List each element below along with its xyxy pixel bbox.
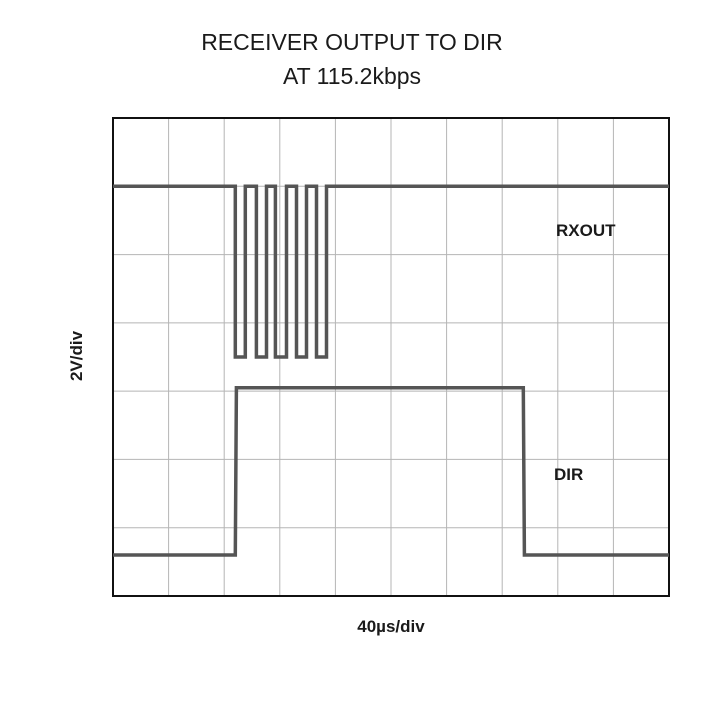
trace-dir	[113, 385, 669, 557]
y-axis-label: 2V/div	[67, 330, 86, 381]
chart-subtitle: AT 115.2kbps	[282, 63, 422, 89]
rxout-label: RXOUT	[556, 221, 616, 240]
x-axis-label: 40µs/div	[357, 617, 425, 636]
dir-label: DIR	[554, 465, 583, 484]
chart-title: RECEIVER OUTPUT TO DIR	[201, 29, 503, 55]
trace-rxout	[113, 184, 669, 359]
plot-frame	[112, 117, 670, 597]
grid	[113, 118, 669, 596]
traces	[113, 184, 669, 557]
